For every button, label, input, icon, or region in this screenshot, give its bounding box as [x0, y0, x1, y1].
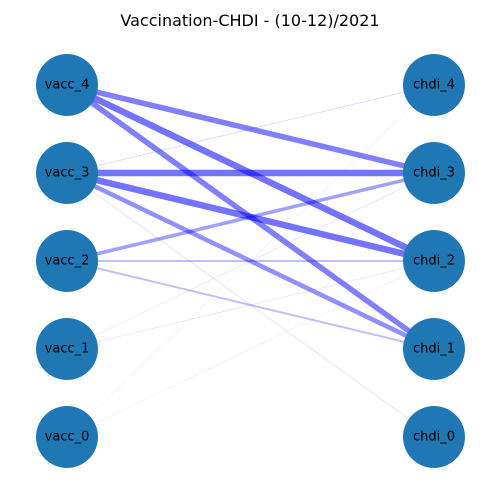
node-label-chdi_3: chdi_3 [413, 166, 455, 181]
node-vacc_1: vacc_1 [36, 318, 98, 380]
edge-vacc_3-chdi_0 [66, 172, 435, 438]
diagram-title: Vaccination-CHDI - (10-12)/2021 [120, 11, 380, 30]
edge-vacc_3-chdi_1 [66, 170, 435, 352]
node-chdi_4: chdi_4 [403, 54, 465, 116]
node-circle-vacc_4 [36, 54, 98, 116]
node-circle-vacc_3 [36, 142, 98, 204]
node-label-vacc_1: vacc_1 [45, 342, 90, 357]
node-circle-vacc_0 [36, 406, 98, 468]
node-chdi_0: chdi_0 [403, 406, 465, 468]
edge-vacc_3-chdi_2 [66, 169, 435, 265]
node-vacc_4: vacc_4 [36, 54, 98, 116]
node-label-chdi_2: chdi_2 [413, 254, 455, 269]
node-label-chdi_1: chdi_1 [413, 342, 455, 357]
node-label-chdi_0: chdi_0 [413, 430, 455, 445]
node-label-vacc_4: vacc_4 [45, 78, 90, 93]
node-circle-chdi_0 [403, 406, 465, 468]
node-label-vacc_3: vacc_3 [45, 166, 90, 181]
node-label-chdi_4: chdi_4 [413, 78, 455, 93]
node-label-vacc_0: vacc_0 [45, 430, 90, 445]
node-circle-chdi_4 [403, 54, 465, 116]
edge-vacc_2-chdi_1 [66, 260, 435, 350]
node-chdi_2: chdi_2 [403, 230, 465, 292]
node-chdi_3: chdi_3 [403, 142, 465, 204]
node-circle-chdi_2 [403, 230, 465, 292]
edge-vacc_3-chdi_4 [66, 84, 435, 174]
node-vacc_0: vacc_0 [36, 406, 98, 468]
edge-vacc_4-chdi_3 [66, 82, 435, 176]
node-layer: vacc_4 vacc_3 vacc_2 vacc_1 vacc_0 chdi_4chdi… [36, 54, 465, 468]
node-vacc_2: vacc_2 [36, 230, 98, 292]
edge-vacc_1-chdi_2 [66, 260, 435, 350]
edge-vacc_2-chdi_3 [66, 171, 435, 263]
node-circle-vacc_1 [36, 318, 98, 380]
node-circle-chdi_3 [403, 142, 465, 204]
node-vacc_3: vacc_3 [36, 142, 98, 204]
edge-vacc_0-chdi_4 [66, 84, 435, 438]
edge-vacc_1-chdi_3 [66, 172, 435, 350]
node-label-vacc_2: vacc_2 [45, 254, 90, 269]
node-circle-chdi_1 [403, 318, 465, 380]
node-circle-vacc_2 [36, 230, 98, 292]
edge-vacc_0-chdi_2 [66, 260, 435, 438]
node-chdi_1: chdi_1 [403, 318, 465, 380]
edge-layer [65, 82, 436, 438]
